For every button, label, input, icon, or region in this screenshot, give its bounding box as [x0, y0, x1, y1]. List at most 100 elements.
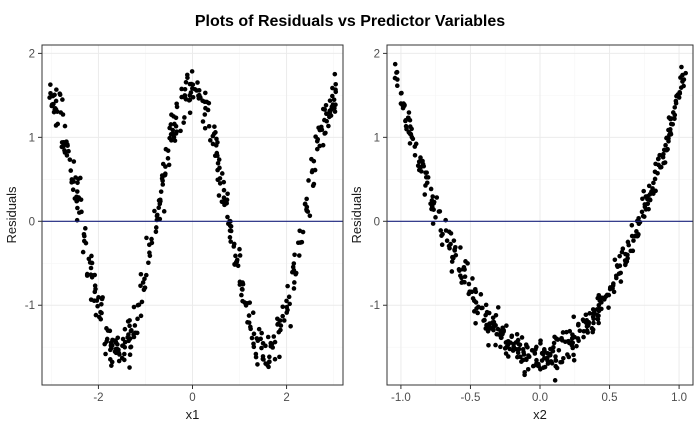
data-point: [599, 300, 604, 305]
data-point: [92, 290, 97, 295]
data-point: [85, 273, 90, 278]
data-point: [471, 296, 476, 301]
data-point: [614, 276, 619, 281]
data-point: [92, 273, 97, 278]
data-point: [406, 116, 411, 121]
data-point: [399, 91, 404, 96]
data-point: [99, 302, 104, 307]
data-point: [308, 213, 313, 218]
data-point: [310, 168, 315, 173]
data-point: [666, 139, 671, 144]
data-point: [282, 318, 287, 323]
data-point: [542, 348, 547, 353]
data-point: [251, 310, 256, 315]
data-point: [222, 203, 227, 208]
data-point: [555, 366, 560, 371]
data-point: [297, 253, 302, 258]
data-point: [653, 177, 658, 182]
y-tick-label: 0: [374, 216, 380, 228]
data-point: [417, 159, 422, 164]
data-point: [258, 337, 263, 342]
x-tick-label: 0.0: [532, 392, 548, 404]
data-point: [50, 102, 55, 107]
data-point: [254, 336, 259, 341]
data-point: [591, 321, 596, 326]
y-axis-title: Residuals: [349, 186, 364, 244]
data-point: [451, 256, 456, 261]
data-point: [105, 337, 110, 342]
data-point: [574, 344, 579, 349]
data-point: [429, 187, 434, 192]
data-point: [132, 305, 137, 310]
data-point: [159, 189, 164, 194]
data-point: [128, 345, 133, 350]
data-point: [313, 134, 318, 139]
data-point: [526, 367, 531, 372]
data-point: [655, 171, 660, 176]
data-point: [108, 357, 113, 362]
data-point: [525, 345, 530, 350]
data-point: [636, 216, 641, 221]
data-point: [267, 355, 272, 360]
data-point: [437, 209, 442, 214]
data-point: [432, 200, 437, 205]
data-point: [504, 340, 509, 345]
data-point: [188, 110, 193, 115]
data-point: [266, 335, 271, 340]
data-point: [315, 139, 320, 144]
x-tick-label: 2: [283, 392, 289, 404]
data-point: [171, 114, 176, 119]
data-point: [191, 82, 196, 87]
data-point: [486, 343, 491, 348]
data-point: [235, 258, 240, 263]
data-point: [142, 287, 147, 292]
data-point: [198, 95, 203, 100]
data-point: [123, 340, 128, 345]
data-point: [154, 229, 159, 234]
data-point: [538, 338, 543, 343]
data-point: [617, 271, 622, 276]
data-point: [522, 352, 527, 357]
data-point: [553, 378, 558, 383]
data-point: [68, 168, 73, 173]
data-point: [408, 141, 413, 146]
data-point: [503, 346, 508, 351]
data-point: [312, 182, 317, 187]
data-point: [52, 110, 57, 115]
data-point: [120, 356, 125, 361]
data-point: [228, 235, 233, 240]
data-point: [285, 308, 290, 313]
data-point: [665, 148, 670, 153]
data-point: [567, 355, 572, 360]
data-point: [65, 142, 70, 147]
data-point: [240, 280, 245, 285]
data-point: [194, 88, 199, 93]
data-point: [521, 347, 526, 352]
data-point: [672, 105, 677, 110]
x-tick-label: -0.5: [461, 392, 481, 404]
data-point: [103, 352, 108, 357]
data-point: [135, 317, 140, 322]
data-point: [423, 183, 428, 188]
data-point: [581, 317, 586, 322]
data-point: [515, 332, 520, 337]
x-tick-label: -1.0: [391, 392, 411, 404]
data-point: [98, 310, 103, 315]
data-point: [625, 253, 630, 258]
data-point: [148, 253, 153, 258]
y-tick-label: 0: [29, 216, 35, 228]
data-point: [679, 65, 684, 70]
data-point: [319, 125, 324, 130]
data-point: [557, 348, 562, 353]
data-point: [458, 245, 463, 250]
x-tick-label: 1.0: [671, 392, 687, 404]
data-point: [591, 316, 596, 321]
data-point: [650, 186, 655, 191]
data-point: [129, 328, 134, 333]
data-point: [605, 293, 610, 298]
data-point: [110, 343, 115, 348]
data-point: [181, 120, 186, 125]
data-point: [60, 97, 65, 102]
y-tick-label: 2: [374, 48, 380, 60]
